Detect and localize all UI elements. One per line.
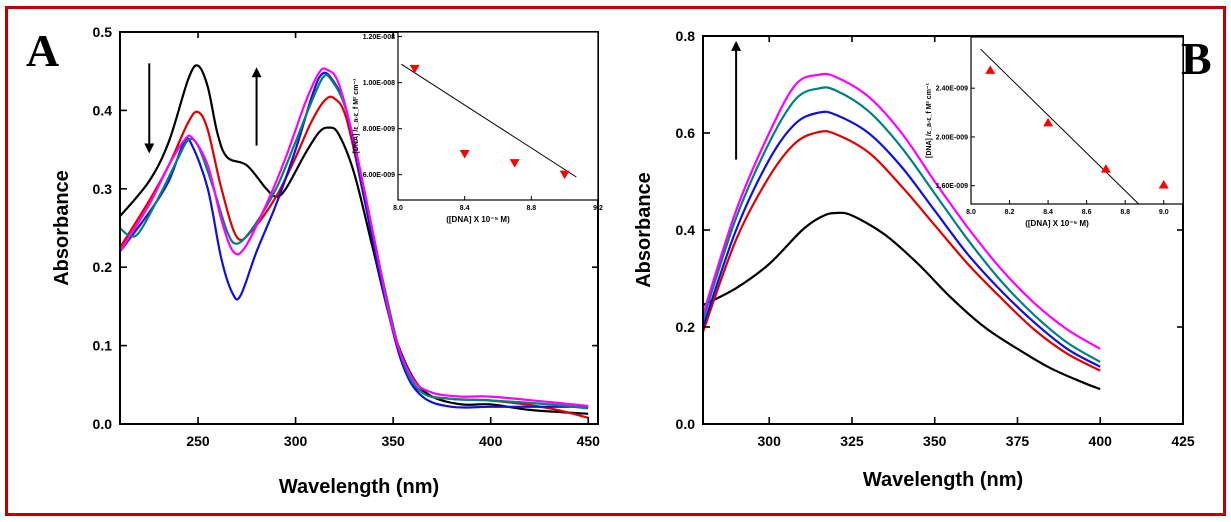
x-tick-label: 250 <box>186 433 210 449</box>
y-axis-title: Absorbance <box>633 172 655 288</box>
inset-data-point <box>1158 179 1169 189</box>
inset-data-point <box>559 170 570 180</box>
inset-frame <box>397 31 599 201</box>
inset-data-point <box>409 64 420 74</box>
series-line-1 <box>702 211 1101 391</box>
inset-y-tick-label: 1.60E-009 <box>936 183 968 190</box>
y-tick-label: 0.6 <box>676 125 696 141</box>
y-tick-label: 0.8 <box>676 28 696 44</box>
inset-x-tick-label: 9.0 <box>1159 209 1169 216</box>
inset-y-tick-label: 6.00E-009 <box>363 172 395 179</box>
y-tick-label: 0.4 <box>676 222 696 238</box>
x-tick-label: 450 <box>577 433 601 449</box>
x-axis-title: Wavelength (nm) <box>279 476 439 498</box>
x-tick-label: 300 <box>758 433 782 449</box>
x-tick-label: 350 <box>381 433 405 449</box>
chart-panel-a: 250 300 350 400 450 0.0 0.1 0.2 0.3 0.4 0.5 Wavelen… <box>51 24 603 498</box>
inset-x-tick-label: 8.0 <box>393 205 403 212</box>
series-line-5 <box>119 67 589 408</box>
arrow-up-head <box>731 40 742 51</box>
series-line-4 <box>119 73 589 410</box>
inset-data-point <box>985 65 996 74</box>
series-line-5 <box>701 72 1101 350</box>
inset-y-tick-label: 1.00E-008 <box>363 80 395 87</box>
inset-x-tick-label: 8.2 <box>1005 209 1015 216</box>
inset-fit-line <box>980 48 1140 205</box>
inset-x-axis-title: ([DNA] X 10⁻⁵ M) <box>1025 219 1089 228</box>
x-tick-label: 350 <box>923 433 947 449</box>
inset-y-tick-label: 1.20E-008 <box>363 34 395 41</box>
x-axis-title: Wavelength (nm) <box>863 469 1023 491</box>
panel-label-b: B <box>1181 33 1212 84</box>
inset-x-tick-label: 8.4 <box>460 205 470 212</box>
inset-x-tick-label: 8.0 <box>966 209 976 216</box>
inset-chart: 8.0 8.2 8.4 8.6 8.8 9.0 1.60E-009 2.00E-009 2.40… <box>926 36 1184 228</box>
inset-x-tick-label: 8.8 <box>1120 209 1130 216</box>
x-tick-label: 425 <box>1171 433 1195 449</box>
y-tick-label: 0.0 <box>93 416 113 432</box>
inset-y-tick-label: 8.00E-009 <box>363 126 395 133</box>
inset-data-point <box>459 149 470 159</box>
inset-chart: 8.0 8.4 8.8 9.2 6.00E-009 8.00E-009 1.00E-008 1… <box>353 31 603 224</box>
inset-data-point <box>1100 164 1111 173</box>
y-axis-title: Absorbance <box>51 170 73 286</box>
y-tick-label: 0.3 <box>93 181 113 197</box>
arrow-down-head <box>144 143 155 154</box>
y-tick-label: 0.2 <box>93 259 113 275</box>
inset-x-tick-label: 8.4 <box>1043 209 1053 216</box>
y-tick-label: 0.4 <box>93 102 113 118</box>
arrow-up-head <box>251 67 262 78</box>
y-tick-label: 0.1 <box>93 338 113 354</box>
inset-fit-line <box>401 63 577 178</box>
y-tick-label: 0.0 <box>676 416 696 432</box>
series-line-4 <box>701 86 1101 363</box>
inset-x-tick-label: 8.8 <box>526 205 536 212</box>
x-tick-label: 375 <box>1006 433 1030 449</box>
plot-frame <box>119 31 599 425</box>
inset-data-point <box>509 159 520 168</box>
y-tick-label: 0.5 <box>93 24 113 40</box>
inset-y-tick-label: 2.40E-009 <box>936 86 968 93</box>
panel-label-a: A <box>26 25 59 76</box>
inset-y-axis-title: [DNA] /ε_a-ε_f M² cm⁻¹ <box>353 78 360 154</box>
inset-x-tick-label: 8.6 <box>1082 209 1092 216</box>
y-tick-label: 0.2 <box>676 319 696 335</box>
x-tick-label: 300 <box>284 433 308 449</box>
inset-x-axis-title: ([DNA] X 10⁻⁵ M) <box>446 215 510 224</box>
inset-x-tick-label: 9.2 <box>593 205 603 212</box>
inset-data-point <box>1043 117 1054 127</box>
inset-y-axis-title: [DNA] /ε_a-ε_f M² cm⁻¹ <box>926 82 933 158</box>
figure-border <box>5 6 1226 516</box>
x-tick-label: 400 <box>1089 433 1113 449</box>
inset-y-tick-label: 2.00E-009 <box>936 134 968 141</box>
x-tick-label: 325 <box>840 433 864 449</box>
series-line-3 <box>701 110 1101 368</box>
inset-frame <box>970 36 1184 205</box>
x-tick-label: 400 <box>479 433 503 449</box>
chart-panel-b: 300 325 350 375 400 425 0.0 0.2 0.4 0.6 0.8 Wavelen… <box>633 28 1195 491</box>
series-line-2 <box>701 130 1101 372</box>
